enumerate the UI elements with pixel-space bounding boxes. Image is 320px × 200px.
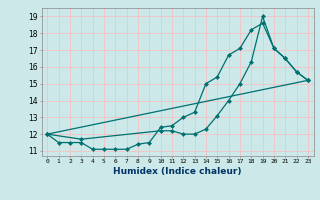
X-axis label: Humidex (Indice chaleur): Humidex (Indice chaleur) xyxy=(113,167,242,176)
